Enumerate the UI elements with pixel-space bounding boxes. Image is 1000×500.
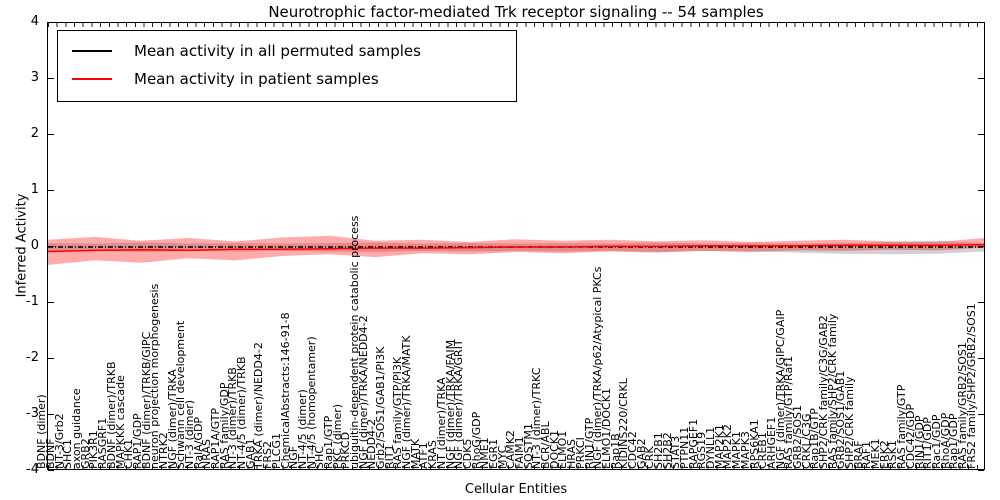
x-tick-marks-top: [48, 23, 984, 27]
y-tick-mark: [978, 414, 984, 415]
y-tick-label: 3: [30, 70, 39, 85]
y-tick-label: 1: [30, 182, 39, 197]
plot-area: [47, 22, 985, 470]
y-tick-mark: [978, 302, 984, 303]
y-tick-mark: [978, 358, 984, 359]
y-tick-mark: [48, 78, 54, 79]
y-tick-label: 0: [30, 238, 39, 253]
legend-label: Mean activity in all permuted samples: [134, 42, 421, 60]
y-tick-mark: [48, 302, 54, 303]
y-tick-mark: [978, 22, 984, 23]
x-tick-label: FRS2 family/SHP2/GRB2/SOS1: [964, 303, 978, 469]
y-tick-mark: [978, 246, 984, 247]
y-tick-mark: [48, 358, 54, 359]
y-tick-mark: [48, 190, 54, 191]
y-tick-label: 4: [30, 14, 39, 29]
legend-item: Mean activity in all permuted samples: [58, 37, 516, 65]
chart-title: Neurotrophic factor-mediated Trk recepto…: [268, 3, 764, 21]
series-canvas: [47, 235, 985, 265]
confidence-band: [48, 235, 984, 265]
y-tick-mark: [978, 78, 984, 79]
y-tick-label: -2: [26, 350, 39, 365]
y-tick-mark: [48, 470, 54, 471]
legend-label: Mean activity in patient samples: [134, 70, 379, 88]
legend: Mean activity in all permuted samples Me…: [57, 30, 517, 102]
x-axis-label: Cellular Entities: [464, 482, 568, 497]
y-tick-label: -1: [26, 294, 39, 309]
x-tick-marks-bottom: [48, 465, 984, 469]
y-tick-mark: [48, 246, 54, 247]
y-tick-mark: [978, 134, 984, 135]
y-tick-label: -3: [26, 406, 39, 421]
y-tick-label: 2: [30, 126, 39, 141]
y-tick-label: -4: [26, 462, 39, 477]
y-tick-mark: [48, 22, 54, 23]
y-tick-mark: [978, 190, 984, 191]
y-tick-mark: [978, 470, 984, 471]
legend-line-permuted: [72, 50, 112, 52]
legend-line-patient: [72, 78, 112, 80]
y-axis-label: Inferred Activity: [14, 193, 30, 298]
y-tick-mark: [48, 414, 54, 415]
mean-line: [47, 244, 985, 253]
legend-item: Mean activity in patient samples: [58, 65, 516, 93]
y-tick-mark: [48, 134, 54, 135]
